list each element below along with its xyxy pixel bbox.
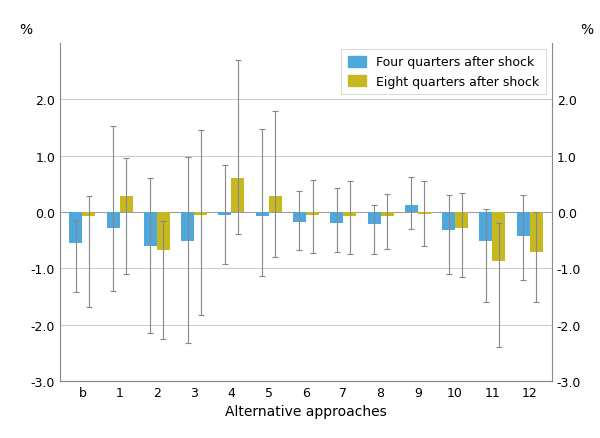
Bar — [343, 212, 356, 216]
Bar — [70, 212, 82, 244]
Bar — [232, 179, 245, 212]
Bar — [306, 212, 319, 215]
Bar — [405, 206, 418, 212]
Bar — [368, 212, 380, 225]
Bar — [256, 212, 269, 217]
Text: %: % — [19, 23, 32, 37]
Bar — [530, 212, 542, 253]
Bar — [194, 212, 207, 215]
X-axis label: Alternative approaches: Alternative approaches — [225, 404, 387, 418]
Bar — [181, 212, 194, 242]
Bar — [330, 212, 343, 224]
Bar — [293, 212, 306, 223]
Bar — [269, 197, 282, 212]
Bar — [119, 197, 133, 212]
Bar — [380, 212, 394, 216]
Bar — [455, 212, 468, 228]
Bar — [157, 212, 170, 251]
Bar — [418, 212, 431, 214]
Bar — [82, 212, 95, 216]
Bar — [144, 212, 157, 246]
Text: %: % — [580, 23, 593, 37]
Bar — [107, 212, 119, 228]
Bar — [218, 212, 232, 215]
Bar — [442, 212, 455, 230]
Bar — [517, 212, 530, 236]
Bar — [479, 212, 493, 242]
Legend: Four quarters after shock, Eight quarters after shock: Four quarters after shock, Eight quarter… — [341, 50, 546, 95]
Bar — [493, 212, 505, 262]
